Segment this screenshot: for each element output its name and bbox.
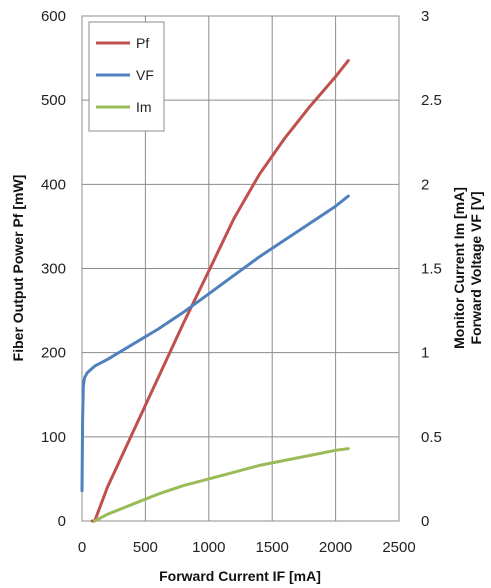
legend: Pf VF Im	[88, 21, 165, 132]
y-axis-left-title: Fiber Output Power Pf [mW]	[10, 175, 26, 362]
legend-label-im: Im	[136, 99, 152, 115]
y-left-tick-label: 400	[41, 176, 66, 193]
y-left-tick-label: 200	[41, 345, 66, 362]
y-axis-right-title-voltage: Forward Voltage VF [V]	[468, 192, 484, 345]
series-layer	[80, 59, 350, 523]
y-left-tick-label: 0	[58, 513, 66, 530]
y-right-tick-label: 3	[421, 8, 429, 25]
x-tick-label: 0	[78, 539, 86, 556]
y-left-tick-label: 500	[41, 92, 66, 109]
y-axis-right-title-monitor: Monitor Current Im [mA]	[451, 187, 467, 349]
y-right-tick-label: 1	[421, 345, 429, 362]
x-axis-title: Forward Current IF [mA]	[159, 568, 321, 584]
y-right-tick-label: 1.5	[421, 261, 442, 278]
y-right-tick-label: 0	[421, 513, 429, 530]
series-line-im	[93, 447, 350, 523]
y-right-tick-label: 2	[421, 176, 429, 193]
series-line-pf	[90, 59, 350, 523]
series-line-vf	[80, 194, 350, 493]
x-tick-label: 1000	[192, 539, 225, 556]
legend-label-vf: VF	[136, 67, 154, 83]
y-right-tick-label: 2.5	[421, 92, 442, 109]
y-left-tick-label: 600	[41, 8, 66, 25]
tick-labels: 0 500 1000 1500 2000 2500 0 100 200 300 400 500 600 0…	[41, 8, 442, 556]
y-right-tick-label: 0.5	[421, 429, 442, 446]
y-left-tick-label: 300	[41, 261, 66, 278]
x-tick-label: 500	[133, 539, 158, 556]
x-tick-label: 2000	[319, 539, 352, 556]
legend-label-pf: Pf	[136, 35, 149, 51]
x-tick-label: 2500	[382, 539, 415, 556]
legend-items: Pf VF Im	[96, 35, 154, 115]
x-tick-label: 1500	[256, 539, 289, 556]
y-left-tick-label: 100	[41, 429, 66, 446]
plot-area-border	[81, 15, 400, 522]
